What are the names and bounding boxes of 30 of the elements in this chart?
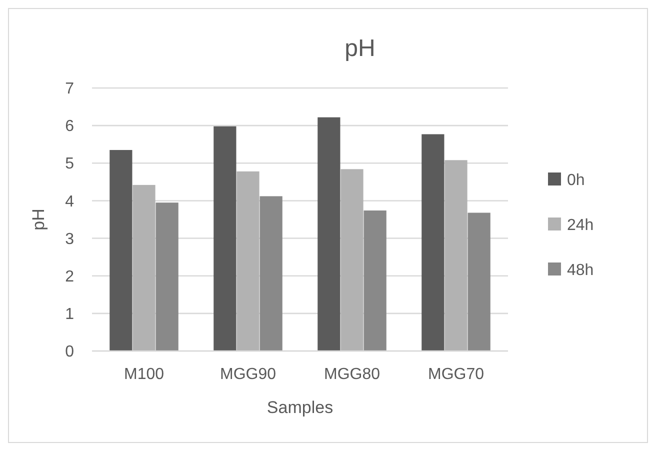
legend-label: 0h (567, 172, 585, 190)
y-axis-title: pH (29, 208, 48, 230)
bar (156, 202, 178, 351)
legend-label: 48h (567, 262, 594, 280)
bar (132, 184, 156, 351)
bar (422, 134, 444, 351)
bar (444, 160, 468, 351)
x-tick-label: M100 (124, 366, 164, 383)
bar (364, 210, 386, 351)
y-tick-label: 0 (65, 344, 74, 361)
y-tick-label: 4 (65, 193, 74, 210)
chart-title: pH (344, 35, 376, 62)
bar (260, 196, 282, 351)
y-tick-label: 2 (65, 268, 74, 286)
legend-label: 24h (567, 217, 594, 234)
bar (318, 117, 340, 351)
bar (214, 126, 236, 351)
x-tick-label: MGG90 (220, 366, 276, 383)
bar (340, 169, 364, 351)
x-axis-title: Samples (266, 398, 334, 417)
y-tick-label: 1 (65, 306, 74, 324)
y-tick-label: 6 (65, 118, 74, 136)
bar (468, 212, 490, 351)
x-tick-label: MGG70 (428, 366, 484, 383)
bar (110, 150, 132, 351)
y-tick-label: 3 (65, 230, 74, 248)
bar (236, 171, 260, 351)
y-tick-label: 7 (65, 80, 74, 98)
y-tick-label: 5 (65, 156, 74, 173)
x-tick-label: MGG80 (324, 366, 380, 383)
